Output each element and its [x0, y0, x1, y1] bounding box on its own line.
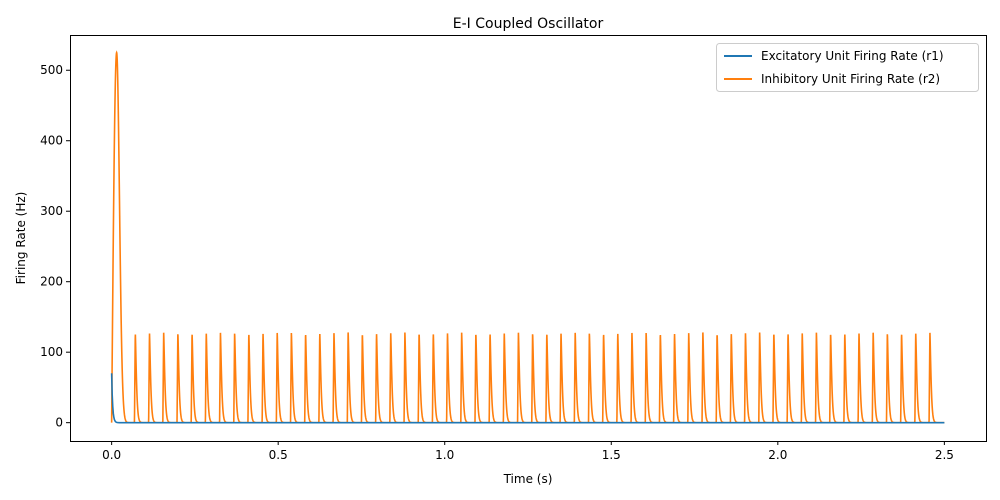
y-axis-label: Firing Rate (Hz)	[14, 192, 28, 285]
x-tick-label: 2.5	[935, 448, 954, 462]
x-tick-label: 2.0	[768, 448, 787, 462]
x-tick-label: 0.0	[102, 448, 121, 462]
chart-title: E-I Coupled Oscillator	[453, 16, 604, 32]
legend-label-excitatory: Excitatory Unit Firing Rate (r1)	[761, 49, 944, 63]
legend: Excitatory Unit Firing Rate (r1) Inhibit…	[716, 43, 979, 92]
y-tick-label: 0	[55, 416, 63, 430]
x-tick-label: 0.5	[269, 448, 288, 462]
axes-frame	[70, 35, 987, 442]
y-tick-label: 300	[40, 204, 63, 218]
x-tick-label: 1.0	[435, 448, 454, 462]
x-axis: 0.0 0.5 1.0 1.5 2.0 2.5	[102, 441, 954, 462]
legend-label-inhibitory: Inhibitory Unit Firing Rate (r2)	[761, 72, 940, 86]
y-axis: 0 100 200 300 400 500	[40, 63, 70, 430]
x-tick-label: 1.5	[602, 448, 621, 462]
plot-area	[110, 50, 945, 424]
series-line-inhibitory	[110, 50, 945, 424]
y-tick-label: 500	[40, 63, 63, 77]
legend-box	[716, 43, 979, 92]
series-line-excitatory	[110, 373, 945, 424]
y-tick-label: 400	[40, 134, 63, 148]
y-tick-label: 200	[40, 275, 63, 289]
y-tick-label: 100	[40, 345, 63, 359]
x-axis-label: Time (s)	[503, 472, 553, 486]
